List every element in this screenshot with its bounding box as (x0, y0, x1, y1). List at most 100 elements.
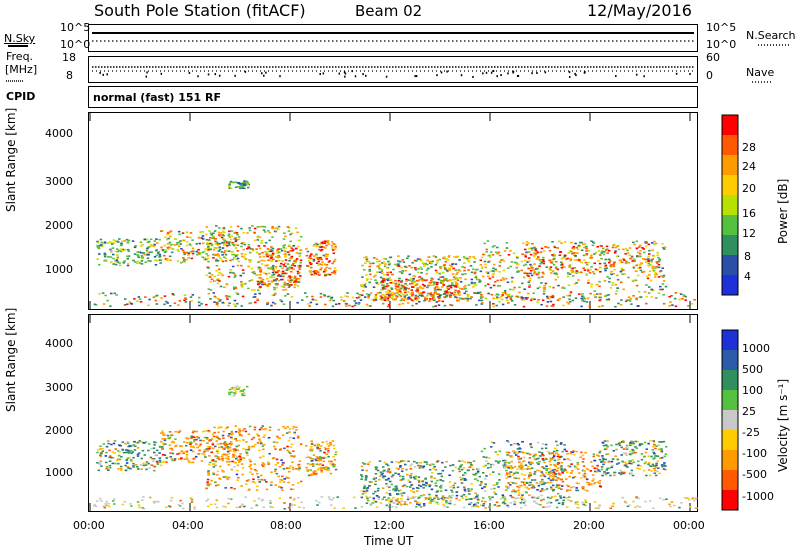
power-echo (616, 287, 620, 290)
velocity-echo (299, 443, 303, 446)
power-echo (657, 266, 661, 269)
nave-point (689, 72, 691, 75)
power-echo (286, 267, 290, 269)
velocity-echo (619, 469, 622, 472)
power-echo (245, 180, 249, 183)
power-echo (99, 238, 103, 241)
velocity-echo (503, 496, 507, 498)
power-echo (413, 259, 417, 262)
velocity-echo (561, 503, 565, 506)
velocity-echo (324, 466, 328, 468)
velocity-echo (360, 465, 364, 468)
power-echo (223, 244, 226, 246)
power-echo (582, 254, 586, 257)
power-echo (126, 248, 130, 251)
velocity-echo (428, 493, 431, 496)
power-echo (432, 305, 435, 308)
power-echo (171, 293, 175, 295)
velocity-echo (174, 438, 177, 441)
velocity-echo (399, 502, 402, 505)
velocity-echo (156, 463, 160, 466)
power-echo (229, 268, 232, 271)
velocity-echo (228, 450, 231, 452)
velocity-echo (584, 504, 587, 507)
velocity-echo (433, 477, 436, 480)
power-echo (382, 261, 386, 263)
velocity-echo (377, 496, 381, 498)
power-echo (443, 296, 446, 299)
velocity-echo (199, 443, 202, 446)
velocity-echo (317, 463, 321, 466)
power-echo (388, 262, 392, 265)
power-echo (125, 238, 129, 241)
power-echo (269, 255, 273, 258)
velocity-echo (268, 429, 272, 431)
power-echo (420, 271, 423, 274)
power-echo (200, 303, 203, 305)
power-echo (251, 225, 254, 227)
power-echo (263, 272, 266, 274)
power-echo (431, 260, 434, 263)
velocity-echo (360, 490, 364, 493)
power-echo (272, 279, 276, 281)
velocity-echo (538, 460, 541, 463)
power-echo (219, 285, 223, 288)
velocity-echo (202, 451, 206, 453)
power-echo (473, 257, 477, 260)
power-echo (498, 284, 502, 287)
power-echo (313, 272, 317, 274)
nave-point (440, 71, 443, 74)
x-tick: 08:00 (270, 519, 302, 532)
power-echo (568, 250, 572, 252)
power-echo (648, 264, 652, 267)
velocity-echo (178, 458, 181, 460)
power-echo (312, 258, 316, 261)
power-echo (440, 279, 443, 282)
power-echo (163, 295, 167, 297)
velocity-echo (529, 474, 533, 476)
power-echo (232, 253, 236, 256)
power-echo (436, 288, 440, 291)
power-echo (577, 245, 580, 248)
power-echo (416, 258, 420, 260)
velocity-echo (595, 467, 599, 470)
velocity-echo (622, 452, 626, 455)
velocity-echo (288, 470, 291, 473)
velocity-echo (530, 446, 533, 449)
power-echo (282, 238, 286, 240)
power-echo (299, 261, 303, 264)
power-echo (253, 296, 257, 298)
power-echo (560, 242, 563, 245)
nave-point (512, 71, 514, 74)
power-echo (229, 226, 233, 228)
power-echo (405, 278, 408, 281)
power-echo (116, 261, 120, 263)
power-echo (492, 303, 495, 305)
velocity-echo (409, 501, 412, 504)
velocity-echo (474, 472, 478, 475)
power-echo (648, 270, 652, 273)
power-echo (182, 251, 186, 253)
velocity-echo (230, 437, 234, 440)
power-echo (418, 300, 421, 303)
power-echo (405, 266, 408, 269)
power-echo (287, 230, 291, 232)
power-echo (418, 278, 422, 281)
power-echo (611, 281, 615, 284)
velocity-echo (126, 466, 130, 468)
power-echo (287, 268, 290, 271)
velocity-echo (626, 505, 630, 508)
power-echo (256, 239, 260, 241)
power-echo (226, 298, 229, 300)
power-echo (146, 241, 150, 244)
velocity-echo (469, 490, 473, 492)
velocity-echo (132, 465, 135, 467)
power-echo (306, 250, 310, 253)
velocity-echo (663, 462, 666, 464)
power-echo (280, 300, 284, 303)
velocity-echo (159, 464, 163, 467)
velocity-echo (547, 501, 551, 504)
power-echo (578, 293, 581, 295)
power-echo (126, 255, 129, 258)
velocity-echo (647, 455, 651, 458)
